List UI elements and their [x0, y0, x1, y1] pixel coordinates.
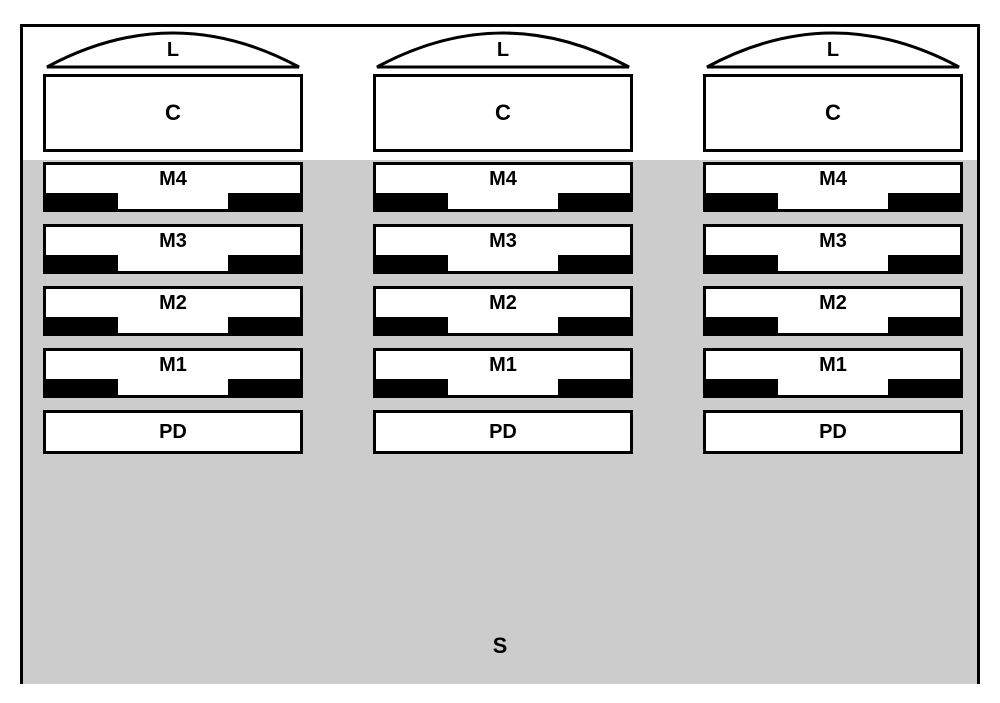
metal-label: M1 — [376, 354, 630, 377]
metal-trace-right — [888, 255, 960, 271]
metal-layer-block: M2 — [43, 286, 303, 336]
metal-layer-block: M4 — [373, 162, 633, 212]
color-filter-block: C — [373, 74, 633, 152]
metal-label: M3 — [706, 230, 960, 253]
metal-trace-left — [376, 317, 448, 333]
metal-label: M1 — [46, 354, 300, 377]
metal-label: M4 — [46, 168, 300, 191]
metal-layer-block: M3 — [703, 224, 963, 274]
diagram-canvas: S L C M4 M3 M2 M1 — [20, 24, 980, 684]
metal-trace-left — [46, 193, 118, 209]
metal-trace-right — [558, 379, 630, 395]
metal-layer-block: M2 — [703, 286, 963, 336]
metal-trace-right — [888, 379, 960, 395]
microlens: L — [373, 27, 633, 69]
color-filter-block: C — [703, 74, 963, 152]
metal-trace-left — [706, 317, 778, 333]
metal-trace-left — [376, 255, 448, 271]
metal-label: M2 — [706, 292, 960, 315]
metal-trace-right — [558, 317, 630, 333]
color-filter-block: C — [43, 74, 303, 152]
microlens: L — [703, 27, 963, 69]
metal-trace-left — [376, 379, 448, 395]
metal-trace-left — [706, 255, 778, 271]
lens-label: L — [43, 39, 303, 62]
metal-layer-block: M2 — [373, 286, 633, 336]
pixel-column: L C M4 M3 M2 M1 PD — [373, 27, 633, 454]
c-label: C — [495, 100, 511, 125]
metal-trace-left — [46, 255, 118, 271]
metal-layer-block: M1 — [703, 348, 963, 398]
metal-trace-right — [888, 193, 960, 209]
metal-layer-block: M4 — [703, 162, 963, 212]
metal-label: M3 — [376, 230, 630, 253]
pixel-column: L C M4 M3 M2 M1 PD — [43, 27, 303, 454]
metal-label: M3 — [46, 230, 300, 253]
pd-label: PD — [819, 421, 847, 443]
pd-label: PD — [489, 421, 517, 443]
lens-label: L — [373, 39, 633, 62]
metal-label: M1 — [706, 354, 960, 377]
metal-trace-left — [706, 379, 778, 395]
metal-label: M2 — [376, 292, 630, 315]
pixel-column: L C M4 M3 M2 M1 PD — [703, 27, 963, 454]
photodiode-block: PD — [703, 410, 963, 454]
metal-layer-block: M4 — [43, 162, 303, 212]
metal-trace-right — [558, 255, 630, 271]
photodiode-block: PD — [43, 410, 303, 454]
metal-layer-block: M3 — [43, 224, 303, 274]
metal-trace-left — [376, 193, 448, 209]
metal-layer-block: M1 — [43, 348, 303, 398]
metal-trace-right — [228, 379, 300, 395]
metal-trace-left — [46, 379, 118, 395]
metal-trace-left — [706, 193, 778, 209]
metal-trace-right — [228, 193, 300, 209]
substrate-label: S — [23, 633, 977, 659]
metal-layer-block: M1 — [373, 348, 633, 398]
pd-label: PD — [159, 421, 187, 443]
c-label: C — [825, 100, 841, 125]
c-label: C — [165, 100, 181, 125]
metal-trace-right — [228, 255, 300, 271]
metal-label: M4 — [376, 168, 630, 191]
metal-trace-right — [228, 317, 300, 333]
microlens: L — [43, 27, 303, 69]
metal-label: M4 — [706, 168, 960, 191]
metal-trace-right — [888, 317, 960, 333]
metal-label: M2 — [46, 292, 300, 315]
photodiode-block: PD — [373, 410, 633, 454]
metal-trace-right — [558, 193, 630, 209]
lens-label: L — [703, 39, 963, 62]
metal-layer-block: M3 — [373, 224, 633, 274]
metal-trace-left — [46, 317, 118, 333]
